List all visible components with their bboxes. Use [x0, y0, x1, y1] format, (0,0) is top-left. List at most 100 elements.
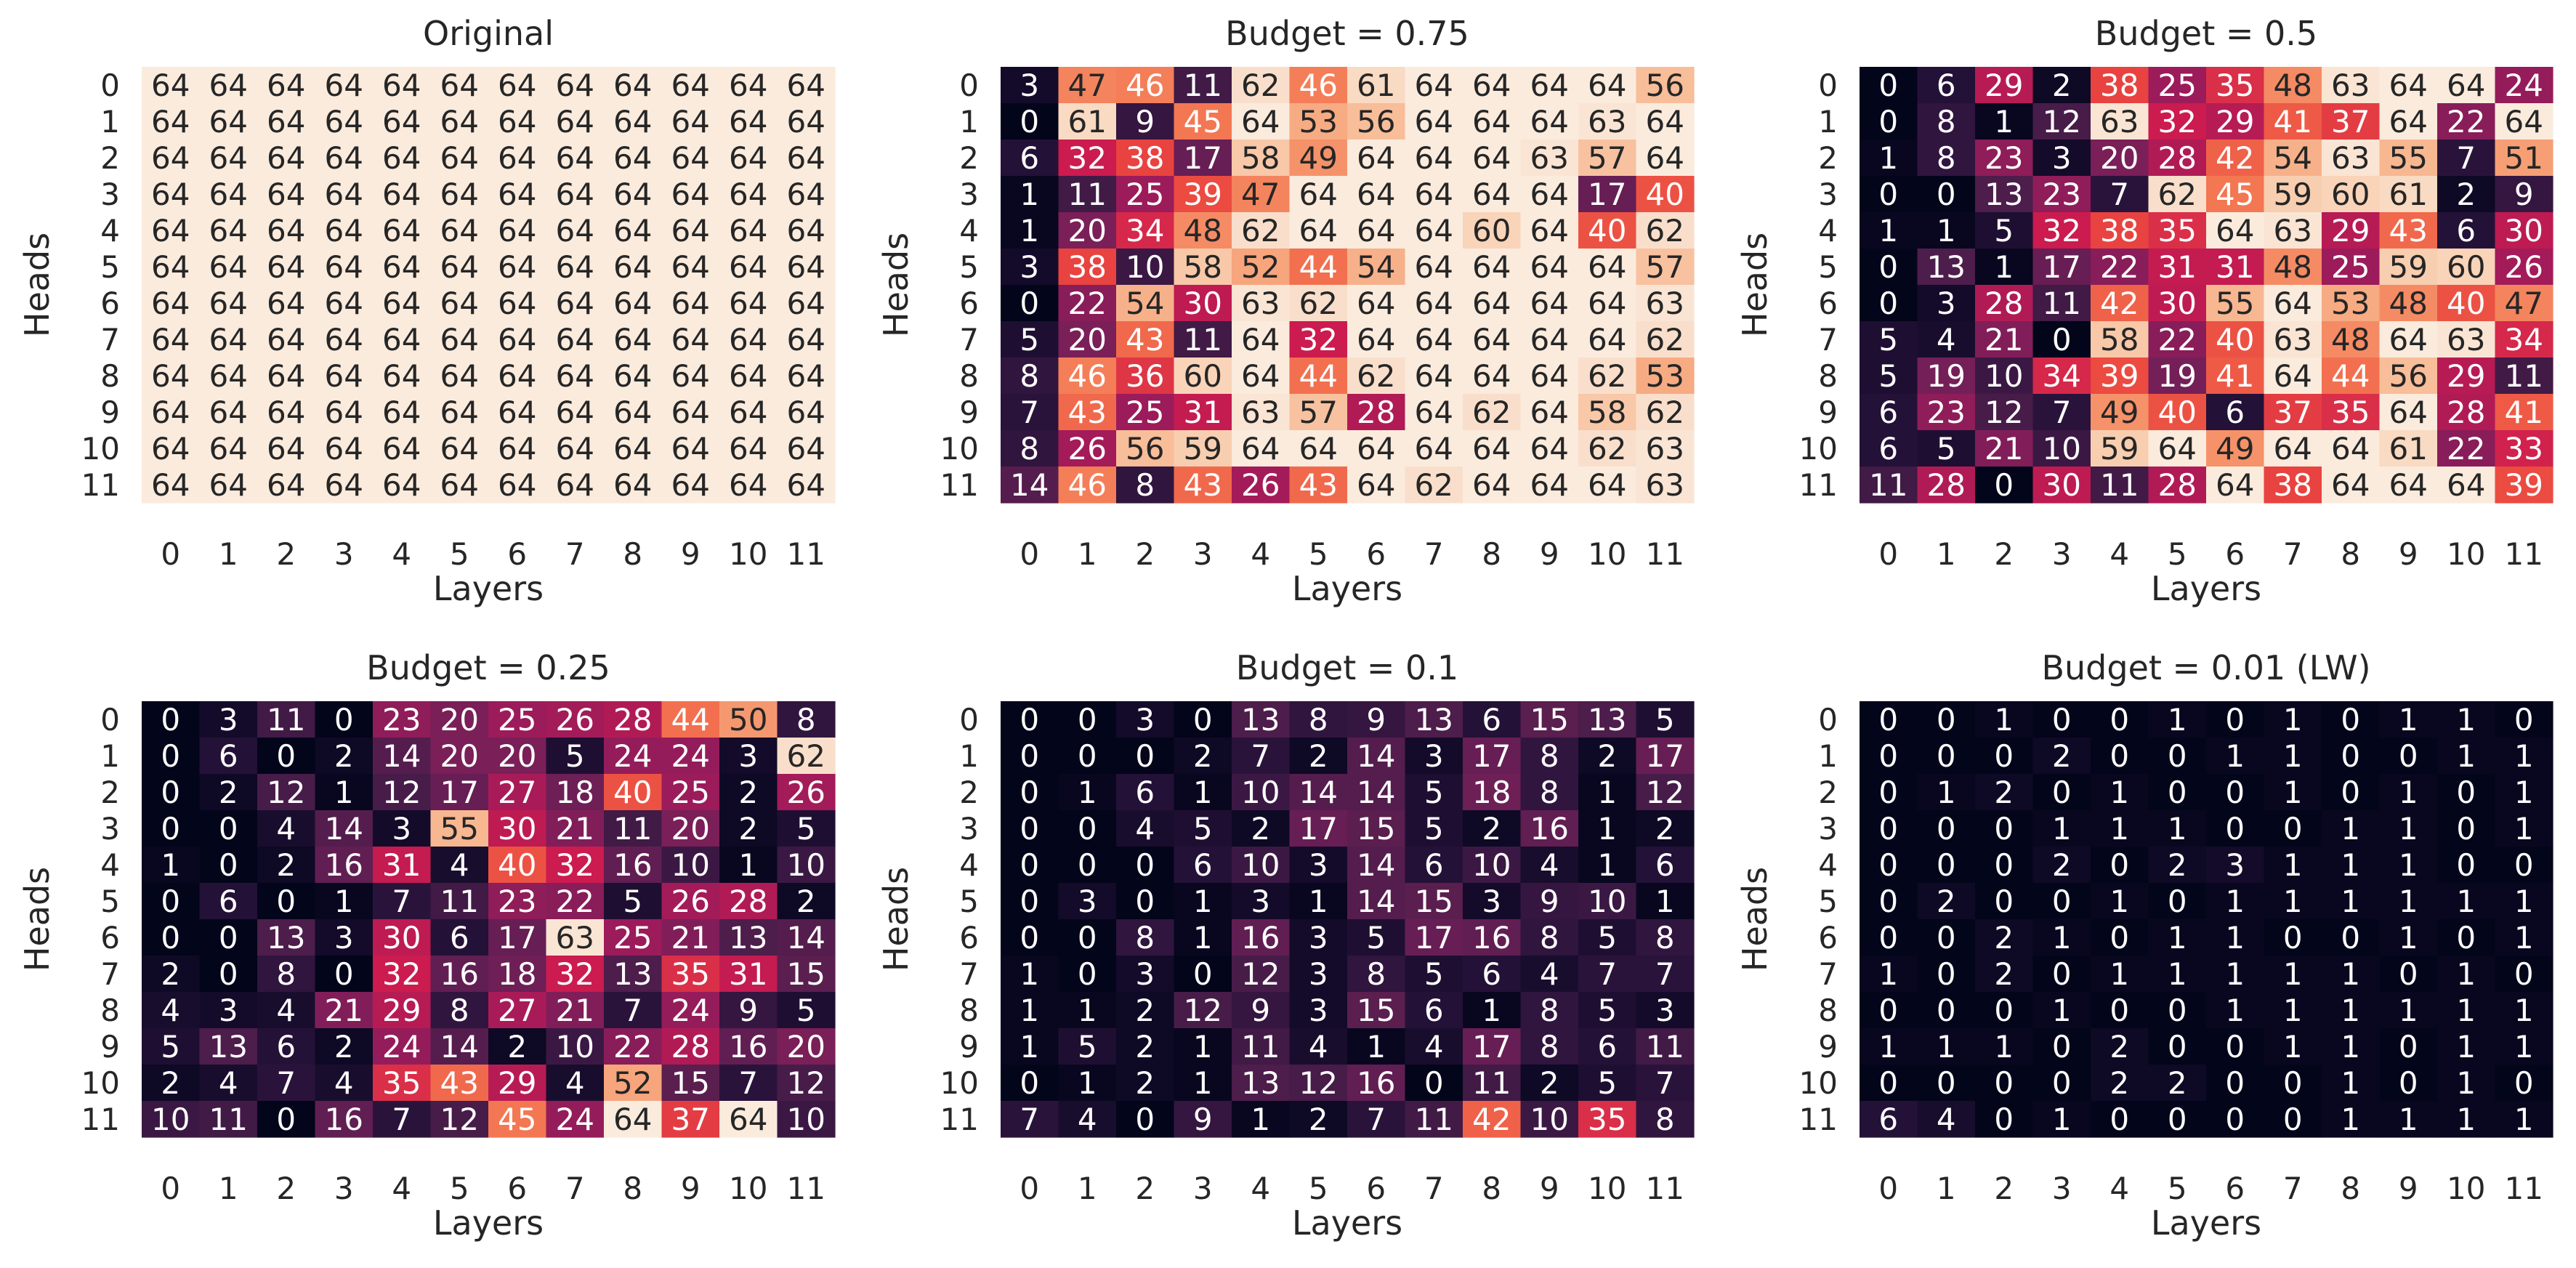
heatmap-cell [2206, 1028, 2265, 1065]
heatmap-cell [719, 430, 778, 467]
cell-value-label: 64 [2216, 213, 2254, 249]
heatmap-cell [142, 67, 201, 104]
heatmap-cell [199, 430, 258, 467]
x-axis-label: Layers [433, 569, 544, 608]
heatmap-cell [1405, 774, 1463, 811]
cell-value-label: 0 [1878, 920, 1898, 956]
cell-value-label: 24 [671, 993, 710, 1028]
cell-value-label: 6 [1937, 68, 1956, 103]
cell-value-label: 64 [671, 431, 710, 467]
cell-value-label: 64 [382, 213, 421, 249]
cell-value-label: 1 [2283, 1029, 2303, 1065]
heatmap-cell [1116, 285, 1175, 322]
cell-value-label: 26 [2505, 249, 2543, 285]
heatmap-cell [257, 358, 316, 395]
heatmap-cell [1917, 1101, 1976, 1138]
cell-value-label: 8 [1937, 104, 1956, 140]
cell-value-label: 0 [219, 811, 238, 847]
heatmap-cell [1860, 1065, 1918, 1102]
heatmap-cell [315, 430, 374, 467]
cell-value-label: 8 [1135, 920, 1155, 956]
y-tick-label: 2 [1818, 140, 1838, 176]
heatmap-cell [142, 810, 201, 847]
heatmap-cell [1860, 103, 1918, 140]
heatmap-cell [777, 358, 836, 395]
cell-value-label: 1 [1251, 1102, 1270, 1137]
heatmap-cell [1463, 992, 1522, 1029]
cell-value-label: 20 [440, 738, 479, 774]
cell-value-label: 64 [1415, 395, 1453, 430]
cell-value-label: 57 [1646, 249, 1684, 285]
cell-value-label: 1 [2168, 920, 2187, 956]
cell-value-label: 5 [1424, 775, 1444, 810]
cell-value-label: 64 [1415, 140, 1453, 176]
heatmap-cell [661, 847, 720, 884]
heatmap-cell [2437, 992, 2496, 1029]
heatmap-cell [2091, 774, 2149, 811]
heatmap-cell [1116, 212, 1175, 249]
heatmap-cell [2206, 249, 2265, 286]
cell-value-label: 4 [219, 1065, 238, 1101]
cell-value-label: 22 [613, 1029, 652, 1065]
cell-value-label: 0 [276, 738, 296, 774]
cell-value-label: 0 [1994, 811, 2014, 847]
y-tick-label: 9 [959, 395, 979, 430]
cell-value-label: 64 [382, 177, 421, 212]
cell-value-label: 13 [1588, 702, 1626, 738]
cell-value-label: 49 [1299, 140, 1338, 176]
heatmap-cell [1463, 467, 1522, 504]
cell-value-label: 59 [2274, 177, 2312, 212]
cell-value-label: 1 [2514, 1029, 2534, 1065]
cell-value-label: 22 [556, 884, 594, 919]
heatmap-cell [199, 956, 258, 993]
heatmap-cell [661, 810, 720, 847]
cell-value-label: 11 [613, 811, 652, 847]
heatmap-cell [1174, 1028, 1232, 1065]
heatmap-cell [2379, 212, 2438, 249]
heatmap-cell [1860, 1028, 1918, 1065]
cell-value-label: 60 [2447, 249, 2485, 285]
cell-value-label: 12 [1241, 956, 1280, 992]
heatmap-cell [1975, 140, 2034, 177]
x-tick-label: 8 [1482, 536, 1501, 572]
heatmap-cell [257, 176, 316, 213]
cell-value-label: 4 [450, 847, 469, 883]
cell-value-label: 32 [556, 956, 594, 992]
cell-value-label: 6 [1482, 956, 1501, 992]
heatmap-cell [1347, 919, 1406, 956]
heatmap-cell [1975, 285, 2034, 322]
heatmap-cell [373, 321, 432, 358]
cell-value-label: 7 [2109, 177, 2129, 212]
cell-value-label: 30 [382, 920, 421, 956]
heatmap-cell [1578, 467, 1637, 504]
cell-value-label: 2 [1135, 993, 1155, 1028]
cell-value-label: 64 [729, 249, 767, 285]
cell-value-label: 0 [276, 1102, 296, 1137]
cell-value-label: 16 [1530, 811, 1569, 847]
heatmap-cell [1578, 249, 1637, 286]
heatmap-cell [2148, 103, 2207, 140]
heatmap-cell [488, 1101, 547, 1138]
cell-value-label: 21 [556, 811, 594, 847]
x-tick-label: 4 [392, 1171, 411, 1206]
cell-value-label: 1 [334, 884, 354, 919]
heatmap-cell [373, 1065, 432, 1102]
heatmap-cell [2148, 1028, 2207, 1065]
heatmap-cell [1001, 1028, 1059, 1065]
heatmap-cell [2437, 738, 2496, 775]
cell-value-label: 64 [1415, 213, 1453, 249]
cell-value-label: 0 [2456, 920, 2476, 956]
cell-value-label: 64 [556, 395, 594, 430]
heatmap-cell [1520, 358, 1579, 395]
cell-value-label: 10 [556, 1029, 594, 1065]
cell-value-label: 64 [1472, 467, 1511, 503]
heatmap-cell [1116, 992, 1175, 1029]
cell-value-label: 64 [325, 140, 363, 176]
panel-budget-0-75: Budget = 0.75 3 47 46 11 62 46 61 64 64 64 64 560 61… [876, 14, 1695, 608]
cell-value-label: 0 [1078, 811, 1097, 847]
cell-value-label: 6 [1135, 775, 1155, 810]
cell-value-label: 0 [2341, 775, 2360, 810]
heatmap-cell [1232, 810, 1291, 847]
y-tick-label: 6 [1818, 286, 1838, 321]
cell-value-label: 3 [738, 738, 758, 774]
